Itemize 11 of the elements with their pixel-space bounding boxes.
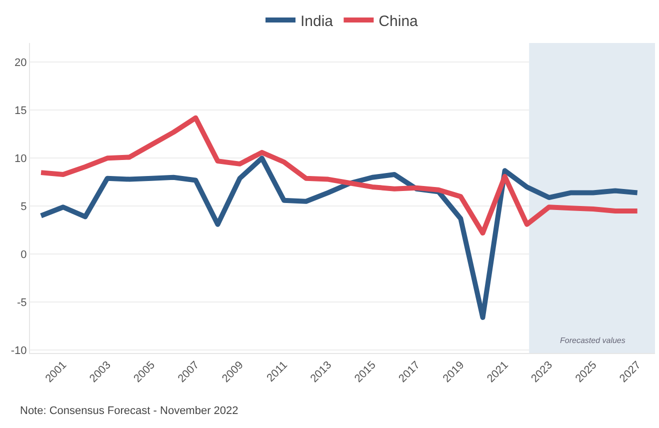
- legend-label: India: [300, 12, 334, 30]
- text: Note: Consensus Forecast - November 2022: [20, 405, 238, 417]
- y-tick-label: 0: [20, 249, 27, 261]
- y-tick-label: 5: [20, 201, 27, 214]
- y-tick-label: 10: [14, 153, 27, 166]
- y-tick-label: 20: [14, 57, 27, 70]
- y-tick-label: 15: [14, 105, 27, 118]
- legend-label: China: [378, 12, 419, 30]
- y-tick-label: -10: [10, 344, 27, 357]
- y-tick-label: -5: [17, 296, 27, 309]
- band-label: Forecasted values: [560, 336, 626, 345]
